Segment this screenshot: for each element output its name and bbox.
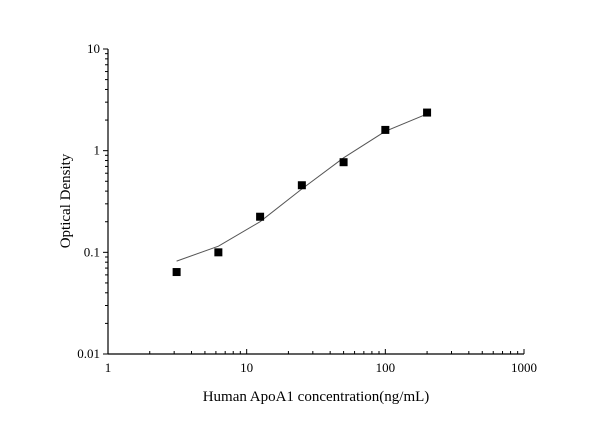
data-point <box>423 108 432 117</box>
y-tick-label: 1 <box>94 143 101 158</box>
x-tick-label: 1000 <box>511 360 537 375</box>
data-point <box>297 181 306 190</box>
data-point <box>256 212 265 221</box>
y-tick-label: 0.01 <box>77 346 100 361</box>
x-axis-title: Human ApoA1 concentration(ng/mL) <box>203 389 430 405</box>
data-point <box>172 268 181 277</box>
y-tick-label: 0.1 <box>84 244 100 259</box>
y-axis-title: Optical Density <box>58 153 74 248</box>
data-point <box>214 248 223 257</box>
x-tick-label: 100 <box>376 360 396 375</box>
x-tick-label: 1 <box>105 360 112 375</box>
x-tick-label: 10 <box>240 360 253 375</box>
data-points <box>172 108 432 277</box>
y-tick-label: 10 <box>87 41 100 56</box>
axes: 1 10 100 1000 0.01 0.1 1 10 <box>77 41 537 375</box>
data-point <box>381 125 390 134</box>
data-point <box>339 158 348 167</box>
